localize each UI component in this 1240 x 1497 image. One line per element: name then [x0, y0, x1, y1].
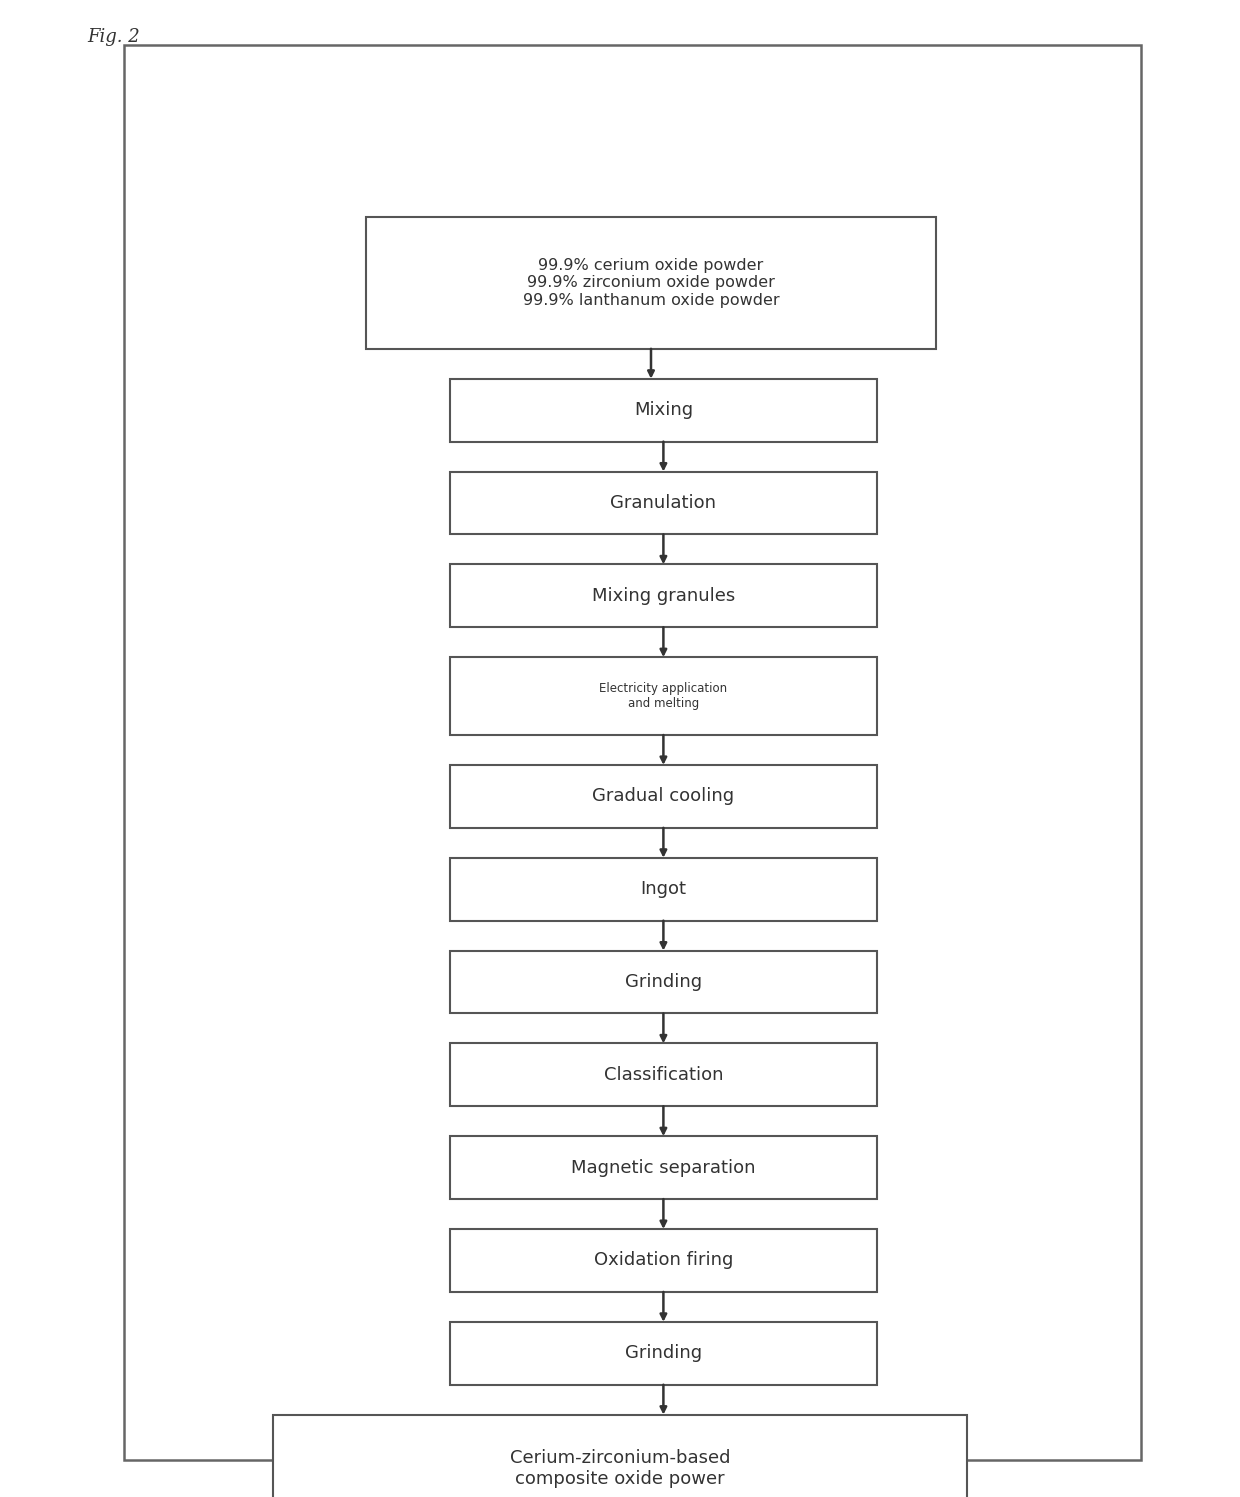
Text: Grinding: Grinding	[625, 973, 702, 991]
FancyBboxPatch shape	[450, 657, 878, 735]
FancyBboxPatch shape	[450, 564, 878, 627]
FancyBboxPatch shape	[450, 1043, 878, 1106]
Text: Fig. 2: Fig. 2	[87, 28, 140, 46]
Text: Mixing granules: Mixing granules	[591, 587, 735, 605]
FancyBboxPatch shape	[450, 379, 878, 442]
Text: Oxidation firing: Oxidation firing	[594, 1251, 733, 1269]
FancyBboxPatch shape	[450, 858, 878, 921]
Text: Grinding: Grinding	[625, 1344, 702, 1362]
Text: Electricity application
and melting: Electricity application and melting	[599, 683, 728, 710]
FancyBboxPatch shape	[450, 1229, 878, 1292]
FancyBboxPatch shape	[450, 472, 878, 534]
FancyBboxPatch shape	[450, 951, 878, 1013]
Text: Cerium-zirconium-based
composite oxide power: Cerium-zirconium-based composite oxide p…	[510, 1449, 730, 1488]
FancyBboxPatch shape	[450, 1136, 878, 1199]
FancyBboxPatch shape	[450, 765, 878, 828]
Text: Granulation: Granulation	[610, 494, 717, 512]
FancyBboxPatch shape	[450, 1322, 878, 1385]
FancyBboxPatch shape	[273, 1415, 967, 1497]
Text: Classification: Classification	[604, 1066, 723, 1084]
FancyBboxPatch shape	[124, 45, 1141, 1460]
Text: Magnetic separation: Magnetic separation	[572, 1159, 755, 1177]
Text: Gradual cooling: Gradual cooling	[593, 787, 734, 805]
Text: Mixing: Mixing	[634, 401, 693, 419]
Text: Ingot: Ingot	[640, 880, 687, 898]
Text: 99.9% cerium oxide powder
99.9% zirconium oxide powder
99.9% lanthanum oxide pow: 99.9% cerium oxide powder 99.9% zirconiu…	[523, 257, 779, 308]
FancyBboxPatch shape	[366, 217, 936, 349]
